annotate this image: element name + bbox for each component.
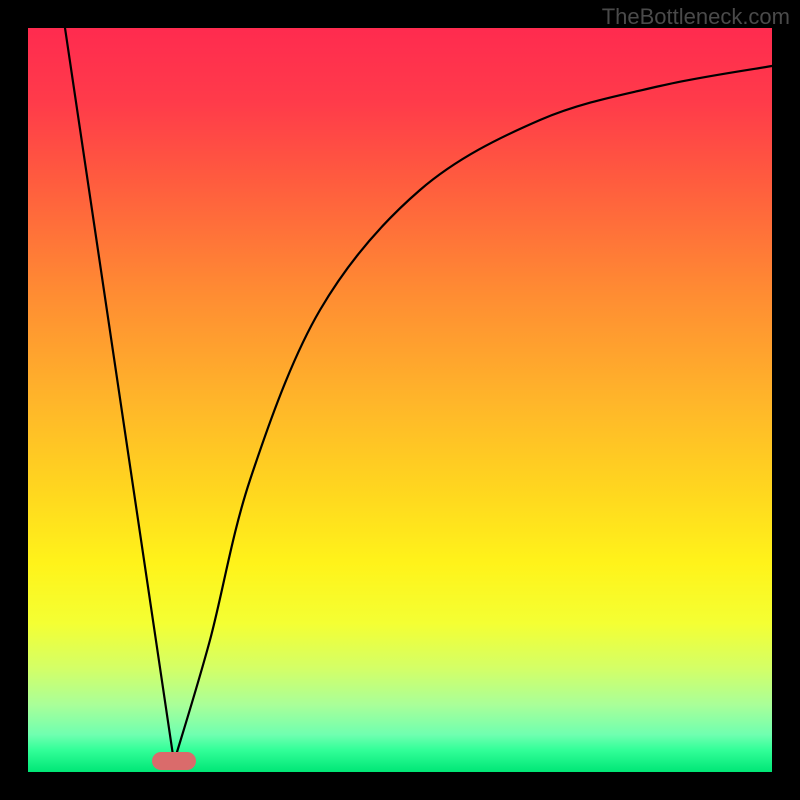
watermark-text: TheBottleneck.com	[602, 4, 790, 30]
bottleneck-chart	[0, 0, 800, 800]
chart-container: TheBottleneck.com	[0, 0, 800, 800]
plot-area	[28, 28, 772, 772]
optimal-point-marker	[152, 752, 196, 770]
